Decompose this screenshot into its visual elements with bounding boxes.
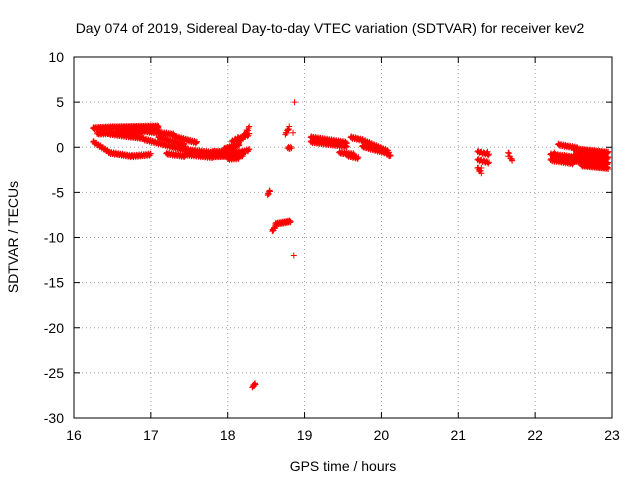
y-tick-label: -15 xyxy=(44,275,64,291)
data-point xyxy=(291,99,298,106)
y-tick-label: -30 xyxy=(44,410,64,426)
data-point xyxy=(486,159,493,166)
data-point xyxy=(287,218,294,225)
data-point xyxy=(605,154,612,161)
data-point xyxy=(387,152,394,159)
data-point xyxy=(605,166,612,173)
axis-ticks: 16 17 18 19 20 21 22 23 10 5 0 -5 -10 -15 -20 -25 -30 xyxy=(44,49,620,443)
data-point xyxy=(506,150,513,157)
data-point xyxy=(246,130,253,137)
data-point xyxy=(252,381,259,388)
data-point xyxy=(290,129,297,136)
y-tick-label: -5 xyxy=(52,184,65,200)
x-tick-label: 23 xyxy=(604,427,620,443)
data-series xyxy=(90,99,612,391)
data-point xyxy=(551,149,558,156)
data-point xyxy=(354,155,361,162)
x-tick-label: 19 xyxy=(297,427,313,443)
x-tick-label: 16 xyxy=(66,427,82,443)
data-point xyxy=(147,150,154,157)
data-point xyxy=(245,146,252,153)
x-tick-label: 17 xyxy=(143,427,159,443)
grid-lines xyxy=(74,57,612,418)
data-point xyxy=(288,145,295,152)
x-axis-label: GPS time / hours xyxy=(290,458,397,474)
data-point xyxy=(343,143,350,150)
data-point xyxy=(605,159,612,166)
data-point xyxy=(485,160,492,167)
data-point xyxy=(246,146,253,153)
data-point xyxy=(478,148,485,155)
data-point xyxy=(387,151,394,158)
y-tick-label: 5 xyxy=(56,94,64,110)
data-point xyxy=(249,384,256,391)
data-point xyxy=(355,154,362,161)
x-tick-label: 22 xyxy=(527,427,543,443)
y-axis-label: SDTVAR / TECUs xyxy=(5,181,21,293)
data-point xyxy=(484,148,491,155)
data-point xyxy=(290,252,297,259)
data-point xyxy=(286,123,293,130)
data-point xyxy=(505,153,512,160)
data-point xyxy=(193,139,200,146)
data-point xyxy=(343,144,350,151)
data-point xyxy=(551,158,558,165)
y-tick-label: -10 xyxy=(44,230,64,246)
x-tick-label: 20 xyxy=(374,427,390,443)
y-tick-label: 10 xyxy=(48,49,64,65)
y-tick-label: -20 xyxy=(44,320,64,336)
chart-title: Day 074 of 2019, Sidereal Day-to-day VTE… xyxy=(76,20,585,36)
y-tick-label: 0 xyxy=(56,139,64,155)
data-point xyxy=(246,123,253,130)
y-tick-label: -25 xyxy=(44,365,64,381)
data-point xyxy=(509,157,516,164)
data-point xyxy=(266,188,273,195)
data-point xyxy=(193,138,200,145)
data-point xyxy=(478,165,485,172)
x-tick-label: 18 xyxy=(220,427,236,443)
data-point xyxy=(478,170,485,177)
data-point xyxy=(605,148,612,155)
x-tick-label: 21 xyxy=(450,427,466,443)
data-point xyxy=(485,152,492,159)
